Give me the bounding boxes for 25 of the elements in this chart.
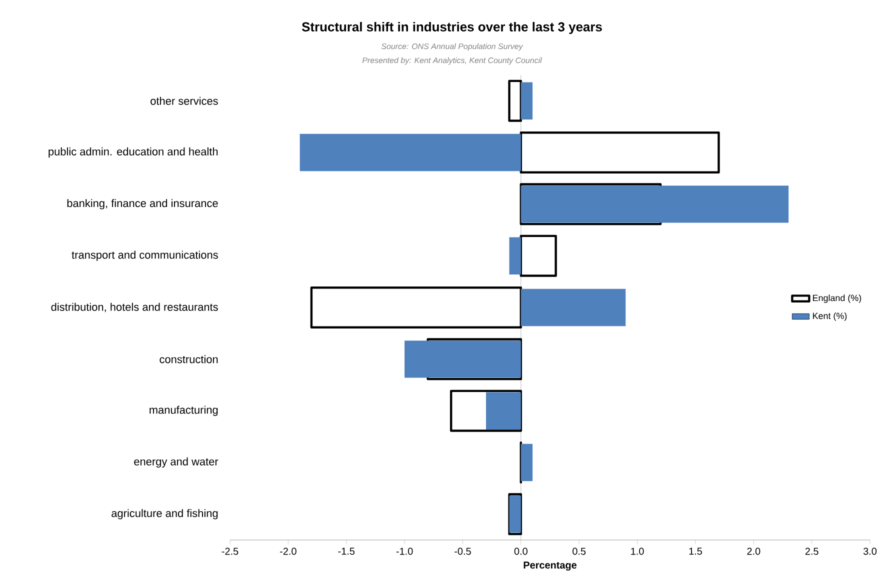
x-tick-label: 2.5 xyxy=(805,548,818,555)
y-tick-label: distribution, hotels and restaurants xyxy=(51,302,218,312)
x-tick-label: 3.0 xyxy=(863,548,877,555)
x-tick-label: -2.0 xyxy=(280,548,296,555)
legend-label: England (%) xyxy=(813,294,862,303)
y-tick-label: banking, finance and insurance xyxy=(67,199,218,210)
x-tick-label: 2.0 xyxy=(747,548,760,555)
x-tick-label: 0.5 xyxy=(572,548,586,555)
y-tick-label: energy and water xyxy=(134,457,218,468)
x-tick-label: -1.0 xyxy=(396,548,413,555)
legend-label: Kent (%) xyxy=(813,312,847,321)
x-tick-label: 0.0 xyxy=(514,548,528,555)
x-tick-label: -0.5 xyxy=(454,548,471,555)
y-tick-label: agriculture and fishing xyxy=(112,509,218,520)
y-tick-label: other services xyxy=(150,96,218,105)
x-tick-label: -2.5 xyxy=(222,548,238,555)
x-tick-label: -1.5 xyxy=(338,548,355,555)
x-tick-label: 1.0 xyxy=(631,548,644,555)
y-tick-label: transport and communications xyxy=(72,250,218,261)
y-tick-label: construction xyxy=(160,355,218,364)
x-axis-title: Percentage xyxy=(524,562,577,571)
y-tick-label: public admin. education and health xyxy=(48,147,218,158)
y-tick-label: manufacturing xyxy=(150,406,218,416)
chart-title: Structural shift in industries over the last 3 years xyxy=(302,22,602,34)
x-tick-label: 1.5 xyxy=(689,548,702,555)
